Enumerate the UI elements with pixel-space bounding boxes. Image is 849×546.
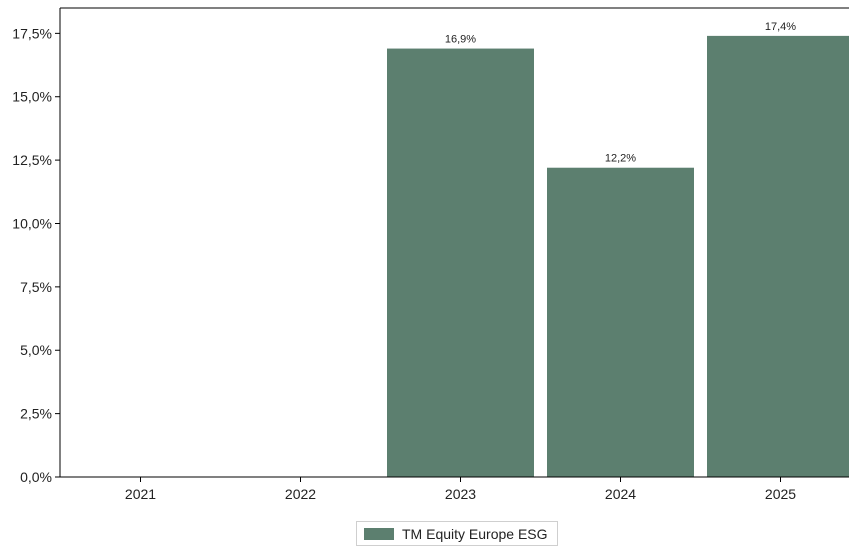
- y-tick-label: 0,0%: [20, 469, 52, 485]
- data-label-2025: 17,4%: [765, 21, 796, 33]
- data-label-2024: 12,2%: [605, 153, 636, 165]
- legend-label: TM Equity Europe ESG: [402, 525, 548, 542]
- x-axis-ticks: 2021 2022 2023 2024 2025: [125, 477, 796, 502]
- data-label-2023: 16,9%: [445, 34, 476, 46]
- bar-2024: [547, 167, 694, 478]
- y-tick-label: 12,5%: [12, 152, 52, 168]
- x-tick-label-2025: 2025: [765, 486, 796, 502]
- x-tick-label-2022: 2022: [285, 486, 316, 502]
- bars-group: 16,9% 12,2% 17,4%: [387, 21, 849, 478]
- y-tick-label: 7,5%: [20, 279, 52, 295]
- y-tick-label: 2,5%: [20, 406, 52, 422]
- legend-swatch: [364, 527, 394, 540]
- legend: TM Equity Europe ESG: [356, 521, 558, 546]
- bar-2023: [387, 48, 534, 477]
- x-tick-label-2021: 2021: [125, 486, 156, 502]
- y-tick-label: 5,0%: [20, 342, 52, 358]
- y-tick-label: 10,0%: [12, 215, 52, 231]
- x-tick-label-2023: 2023: [445, 486, 476, 502]
- y-tick-label: 17,5%: [12, 25, 52, 41]
- x-tick-label-2024: 2024: [605, 486, 636, 502]
- y-tick-label: 15,0%: [12, 89, 52, 105]
- bar-2025: [707, 35, 849, 478]
- y-axis-ticks: 0,0% 2,5% 5,0% 7,5% 10,0% 12,5% 15,0% 17,5%: [12, 25, 60, 485]
